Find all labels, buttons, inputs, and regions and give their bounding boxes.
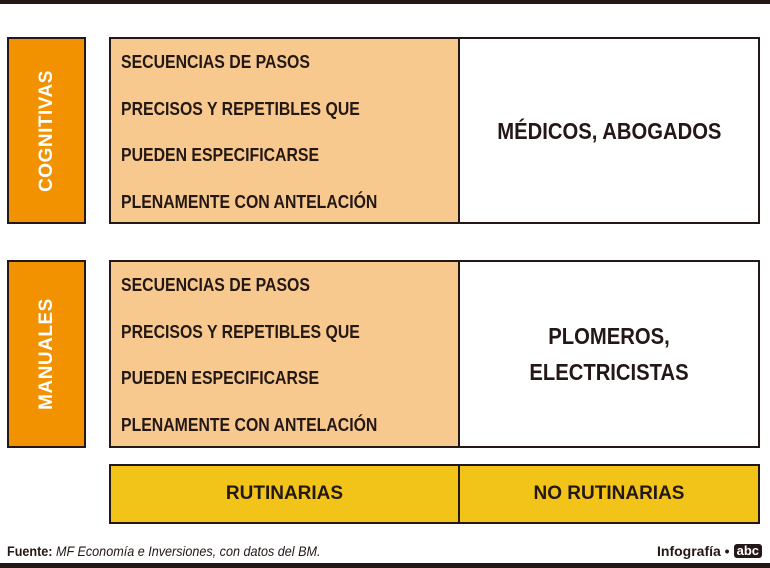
description-line: PUEDEN ESPECIFICARSE <box>121 145 320 165</box>
credit: Infografía • abc <box>657 543 762 559</box>
category-cognitivas: COGNITIVAS <box>7 37 86 224</box>
column-no-rutinarias: NO RUTINARIAS <box>458 464 760 524</box>
abc-logo: abc <box>733 544 762 558</box>
description-line: PRECISOS Y REPETIBLES QUE <box>121 321 360 342</box>
description-line: PLENAMENTE CON ANTELACIÓN <box>121 191 378 212</box>
category-label: COGNITIVAS <box>35 69 57 192</box>
description-line: PRECISOS Y REPETIBLES QUE <box>121 98 360 119</box>
credit-text: Infografía • <box>657 543 730 559</box>
description-line: PUEDEN ESPECIFICARSE <box>121 368 320 388</box>
description-box-cognitivas: SECUENCIAS DE PASOS PRECISOS Y REPETIBLE… <box>109 37 460 224</box>
examples-text: PLOMEROS, ELECTRICISTAS <box>529 323 689 385</box>
examples-text: MÉDICOS, ABOGADOS <box>496 117 722 144</box>
column-rutinarias: RUTINARIAS <box>109 464 460 524</box>
examples-box-manuales: PLOMEROS, ELECTRICISTAS <box>458 260 760 448</box>
description-box-manuales: SECUENCIAS DE PASOS PRECISOS Y REPETIBLE… <box>109 260 460 448</box>
top-rule <box>0 0 770 4</box>
description-line: SECUENCIAS DE PASOS <box>121 52 310 72</box>
bottom-rule <box>0 563 770 568</box>
description-line: SECUENCIAS DE PASOS <box>121 275 310 295</box>
source-label: Fuente: <box>7 543 53 559</box>
source-text: MF Economía e Inversiones, con datos del… <box>56 543 321 559</box>
source-note: Fuente: MF Economía e Inversiones, con d… <box>7 543 321 559</box>
examples-box-cognitivas: MÉDICOS, ABOGADOS <box>458 37 760 224</box>
description-line: PLENAMENTE CON ANTELACIÓN <box>121 414 378 435</box>
category-manuales: MANUALES <box>7 260 86 448</box>
category-label: MANUALES <box>35 298 57 410</box>
